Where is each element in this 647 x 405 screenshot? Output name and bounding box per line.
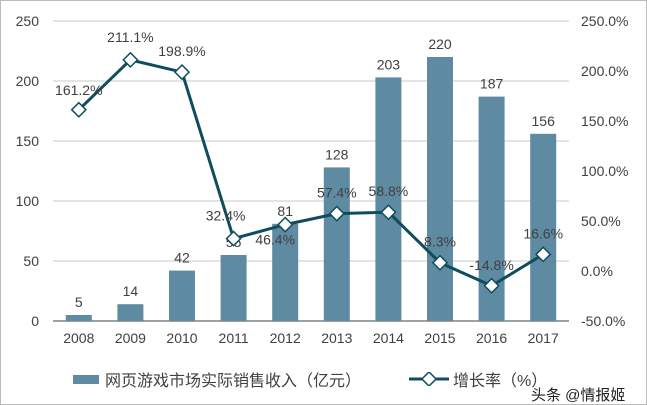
line-label: -14.8% xyxy=(469,257,513,273)
bar-label: 203 xyxy=(377,56,401,72)
y-left-tick: 0 xyxy=(31,313,39,329)
bar-label: 81 xyxy=(277,203,293,219)
y-left-tick: 250 xyxy=(16,13,40,29)
bar xyxy=(220,255,247,321)
line-point xyxy=(122,51,139,69)
bar-label: 5 xyxy=(75,294,83,310)
y-right-tick: 200.0% xyxy=(581,63,628,79)
line-label: 211.1% xyxy=(107,29,153,45)
bar xyxy=(323,167,350,321)
line-point xyxy=(173,63,191,81)
line-label: 32.4% xyxy=(206,208,246,224)
x-tick: 2010 xyxy=(166,330,197,346)
bar xyxy=(375,77,402,322)
y-left-tick: 100 xyxy=(16,193,40,209)
line-point xyxy=(535,246,552,263)
x-tick: 2015 xyxy=(424,330,455,346)
x-tick: 2013 xyxy=(321,330,352,346)
bar xyxy=(272,223,299,321)
legend-bar-label: 网页游戏市场实际销售收入（亿元） xyxy=(105,373,362,390)
y-left-tick: 150 xyxy=(16,133,40,149)
line-point xyxy=(277,216,294,233)
x-tick: 2014 xyxy=(373,330,404,346)
y-right-tick: 250.0% xyxy=(581,13,628,29)
bar xyxy=(169,270,195,321)
line-point xyxy=(328,205,345,222)
bar-label: 187 xyxy=(480,76,504,92)
bar xyxy=(427,57,453,321)
legend: 网页游戏市场实际销售收入（亿元） 增长率（%） xyxy=(73,367,547,391)
y-right-tick: 150.0% xyxy=(581,113,628,129)
legend-line-label: 增长率（%） xyxy=(453,373,548,390)
bar xyxy=(117,304,144,321)
line-point xyxy=(380,204,397,221)
line-label: 198.9% xyxy=(158,43,205,59)
bar-label: 156 xyxy=(532,113,556,129)
bar-label: 42 xyxy=(174,250,190,266)
y-right-tick: 0.0% xyxy=(581,263,613,279)
line-label: 161.2% xyxy=(55,82,102,98)
y-left-tick: 200 xyxy=(16,73,40,89)
line-point xyxy=(431,254,449,271)
bar-label: 14 xyxy=(123,283,139,299)
line-label: 58.8% xyxy=(369,183,409,199)
growth-line xyxy=(77,58,544,288)
x-tick: 2008 xyxy=(63,330,94,346)
line-label: 46.4% xyxy=(255,232,295,248)
bar xyxy=(530,133,557,321)
watermark: 头条 @情报姬 xyxy=(531,387,626,404)
line-point xyxy=(483,277,500,294)
legend-line-swatch xyxy=(409,372,450,386)
x-tick: 2016 xyxy=(476,330,507,346)
x-tick: 2009 xyxy=(115,330,146,346)
line-point xyxy=(70,101,87,118)
line-label: 57.4% xyxy=(317,185,357,201)
line-label: 8.3% xyxy=(424,234,456,250)
x-tick: 2012 xyxy=(270,330,301,346)
bar-label: 220 xyxy=(428,36,452,52)
x-tick: 2011 xyxy=(219,330,249,346)
y-left-tick: 50 xyxy=(23,253,39,269)
y-right-tick: 50.0% xyxy=(581,213,621,229)
bar-label: 128 xyxy=(325,146,349,162)
x-tick: 2017 xyxy=(528,330,559,346)
bar xyxy=(65,315,92,321)
line-point xyxy=(225,230,242,247)
y-right-tick: 100.0% xyxy=(581,163,628,179)
y-right-tick: -50.0% xyxy=(581,313,625,329)
line-label: 16.6% xyxy=(523,225,563,241)
legend-bar-swatch xyxy=(73,374,99,384)
